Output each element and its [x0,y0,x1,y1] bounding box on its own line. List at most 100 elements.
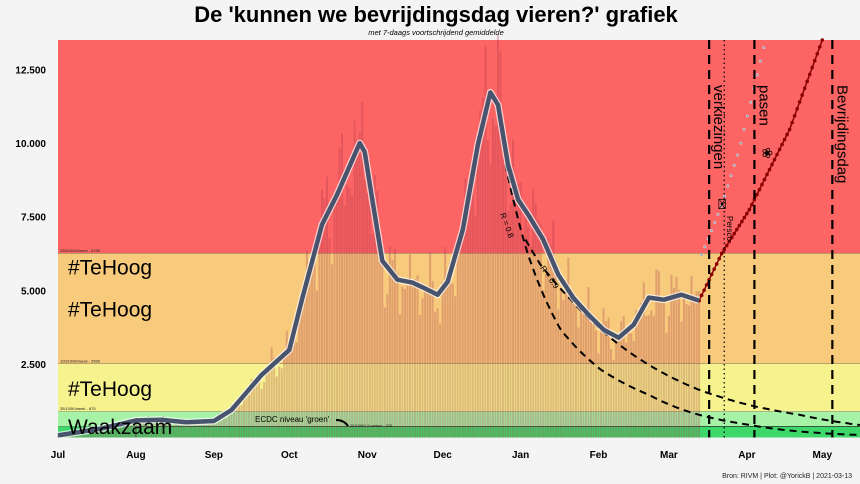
zones [58,40,860,438]
x-tick-label: Dec [433,450,452,461]
daily-bar [89,431,92,438]
daily-bar [567,257,570,438]
daily-bar [456,237,459,438]
daily-bar [657,271,660,438]
projection-marker [755,192,759,197]
projection-marker [742,128,746,132]
event-label: Bevrijdingsdag [833,85,850,183]
daily-bar [474,215,477,438]
daily-bar [235,401,238,438]
projection-marker [762,46,766,50]
daily-bar [343,206,346,438]
daily-bar [376,190,379,438]
daily-bar [577,327,580,438]
daily-bar [562,299,565,438]
projection-marker [732,163,736,167]
projection-marker [735,227,739,232]
projection-marker [700,253,704,257]
daily-bar [612,359,615,438]
daily-bar [160,419,163,438]
daily-bar [554,260,557,438]
zone-label: #TeHoog [68,257,152,280]
daily-bar [587,286,590,438]
ecdc-threshold-label: 25/100K/ 2 weken - 375 [350,423,393,428]
zone-band [58,363,860,412]
daily-bar [150,418,153,438]
daily-bar [250,378,253,438]
daily-bar [320,189,323,438]
daily-bar [413,279,417,438]
daily-bars [56,34,701,438]
daily-bar [695,291,698,438]
daily-bar [461,218,464,438]
daily-bar [466,215,469,438]
daily-bar [605,321,608,438]
daily-bar [212,422,215,438]
daily-bar [662,302,665,438]
daily-bar [464,178,467,438]
daily-bar [625,342,628,438]
daily-bar [642,282,645,438]
daily-bar [175,420,178,438]
projection-marker [805,79,810,84]
daily-bar [630,333,633,438]
daily-bar [152,421,155,438]
daily-bar [270,347,273,438]
projection-marker [765,172,769,177]
daily-bar [449,262,452,438]
daily-bar [107,425,110,438]
daily-bar [439,323,442,438]
easter-chick-icon: ❀ [759,147,775,159]
x-tick-label: May [813,450,833,461]
y-tick-label: 2.500 [21,360,46,371]
daily-bar [248,394,251,438]
y-tick-label: 5.000 [21,286,46,297]
daily-bar [381,259,384,438]
daily-bar [230,405,233,438]
projection-marker [762,177,767,182]
daily-bar [290,338,293,438]
projection-marker [777,147,782,152]
daily-bar [56,435,60,438]
projection-marker [739,141,743,145]
daily-bar [361,101,364,438]
daily-bar [393,249,396,438]
daily-bar [285,330,288,438]
projection-marker [767,167,772,172]
daily-bar [688,305,691,438]
projection-marker [709,229,713,233]
daily-bar [572,294,575,438]
daily-bar [491,118,494,438]
daily-bar [338,147,341,438]
daily-bar [147,416,150,438]
daily-bar [522,239,525,438]
daily-bar [660,300,663,438]
daily-bar [278,366,281,438]
daily-bar [265,367,268,438]
daily-bar [690,275,693,438]
projection-marker [719,204,723,208]
daily-bar [574,301,577,438]
daily-bar [632,341,635,438]
daily-bar [331,264,334,438]
projection-r-curve [504,164,860,436]
daily-bar [527,227,530,438]
daily-bar [388,246,391,438]
x-axis: Jul Aug Sep Oct Nov Dec Jan Feb Mar Apr May [51,450,833,461]
daily-bar [517,183,520,438]
daily-bar [569,295,572,438]
daily-bar [348,188,351,438]
daily-bar [200,420,203,438]
daily-bar [564,280,567,438]
chart-title: De 'kunnen we bevrijdingsdag vieren?' gr… [194,2,678,27]
projection-marker [792,113,797,118]
daily-bar [693,294,696,438]
daily-bar [640,303,643,438]
projection-marker [815,51,820,56]
projection-marker [820,38,825,42]
daily-bar [446,273,449,438]
daily-bar [293,333,296,438]
daily-bar [268,365,271,438]
daily-bar [539,223,542,438]
event-lines: verkiezingen ✉ Persco pasen ❀ Bevrijdingsdag [708,40,850,438]
